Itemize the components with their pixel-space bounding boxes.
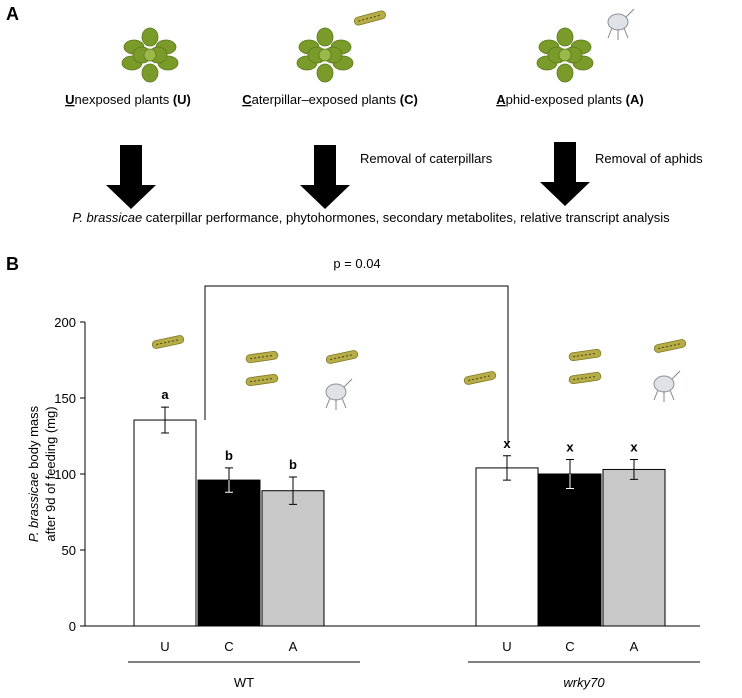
caterpillar-icon (568, 348, 602, 362)
outcome-text: caterpillar performance, phytohormones, … (142, 210, 670, 225)
aphid-icon (607, 8, 635, 41)
error-bar (566, 459, 574, 474)
label-text: nexposed plants (75, 92, 173, 107)
caterpillar-icon (653, 338, 687, 354)
caterpillar-icon (463, 370, 497, 386)
group-label: wrky70 (563, 675, 605, 690)
aphid-icon (325, 378, 353, 411)
caterpillar-icon (151, 334, 185, 350)
error-bar (289, 476, 297, 505)
y-axis-label: after 9d of feeding (mg) (43, 406, 58, 541)
significance-letter: b (289, 457, 297, 472)
y-tick-label: 50 (62, 543, 76, 558)
bar (133, 419, 197, 627)
x-tick-label: U (502, 639, 511, 654)
bar (197, 479, 261, 627)
significance-letter: b (225, 448, 233, 463)
x-tick-label: A (289, 639, 298, 654)
bar (602, 468, 666, 627)
significance-letter: x (630, 440, 638, 455)
initial: A (496, 92, 506, 107)
y-tick-label: 200 (54, 315, 76, 330)
error-bar (630, 459, 638, 480)
significance-letter: a (161, 387, 169, 402)
aphid-icon (653, 370, 681, 403)
x-tick-label: C (565, 639, 574, 654)
plant-icon (296, 27, 354, 83)
removal-note: Removal of aphids (595, 151, 703, 166)
removal-note: Removal of caterpillars (360, 151, 493, 166)
y-tick-label: 100 (54, 467, 76, 482)
panel-a: A Unexposed plants (U) Caterpillar–expose… (6, 4, 703, 225)
significance-letter: x (566, 440, 574, 455)
bar (475, 467, 539, 627)
bar (538, 473, 602, 627)
caterpillar-icon (325, 349, 359, 365)
plant-label: Aphid-exposed plants (A) (496, 92, 643, 107)
error-bar (225, 467, 233, 481)
caterpillar-icon (353, 9, 387, 27)
x-tick-label: A (630, 639, 639, 654)
outcome: P. brassicae caterpillar performance, ph… (72, 210, 670, 225)
bar (261, 490, 325, 627)
caterpillar-icon (245, 373, 279, 387)
x-tick-label: C (224, 639, 233, 654)
initial: C (242, 92, 252, 107)
label-text: body mass (26, 405, 41, 472)
significance-bracket (204, 285, 509, 442)
plant-icon (121, 27, 179, 83)
label-code: (C) (400, 92, 418, 107)
label-code: (A) (626, 92, 644, 107)
label-text: phid-exposed plants (506, 92, 626, 107)
label-code: (U) (173, 92, 191, 107)
arrows (106, 142, 590, 209)
species: P. brassicae (26, 472, 41, 542)
caterpillar-icon (568, 371, 602, 385)
y-tick-label: 150 (54, 391, 76, 406)
y-tick-label: 0 (69, 619, 76, 634)
panel-label: B (6, 254, 19, 274)
species: P. brassicae (72, 210, 142, 225)
initial: U (65, 92, 74, 107)
plant-icon (536, 27, 594, 83)
plant-label: Unexposed plants (U) (65, 92, 191, 107)
group-label: WT (234, 675, 254, 690)
x-tick-label: U (160, 639, 169, 654)
label-text: aterpillar–exposed plants (252, 92, 400, 107)
chart: 0 50 100 150 200 P. brassicae body mass after … (26, 256, 700, 690)
panel-label: A (6, 4, 19, 24)
caterpillar-icon (245, 350, 279, 364)
y-axis-label: P. brassicae body mass (26, 405, 41, 542)
p-value: p = 0.04 (333, 256, 380, 271)
error-bar (161, 406, 169, 434)
plant-label: Caterpillar–exposed plants (C) (242, 92, 418, 107)
error-bar (503, 455, 511, 481)
significance-letter: x (503, 436, 511, 451)
